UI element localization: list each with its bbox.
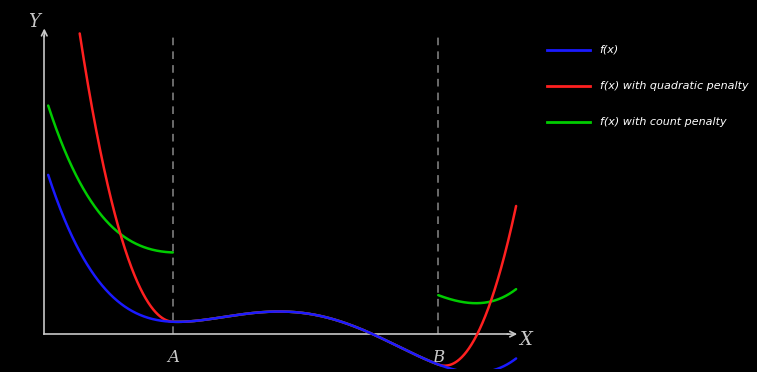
Text: A: A	[167, 349, 179, 366]
Text: X: X	[519, 331, 532, 349]
Text: f(x) with quadratic penalty: f(x) with quadratic penalty	[600, 81, 748, 91]
Text: B: B	[432, 349, 444, 366]
Text: f(x) with count penalty: f(x) with count penalty	[600, 117, 726, 127]
Text: f(x): f(x)	[600, 45, 618, 55]
Text: Y: Y	[28, 13, 40, 31]
